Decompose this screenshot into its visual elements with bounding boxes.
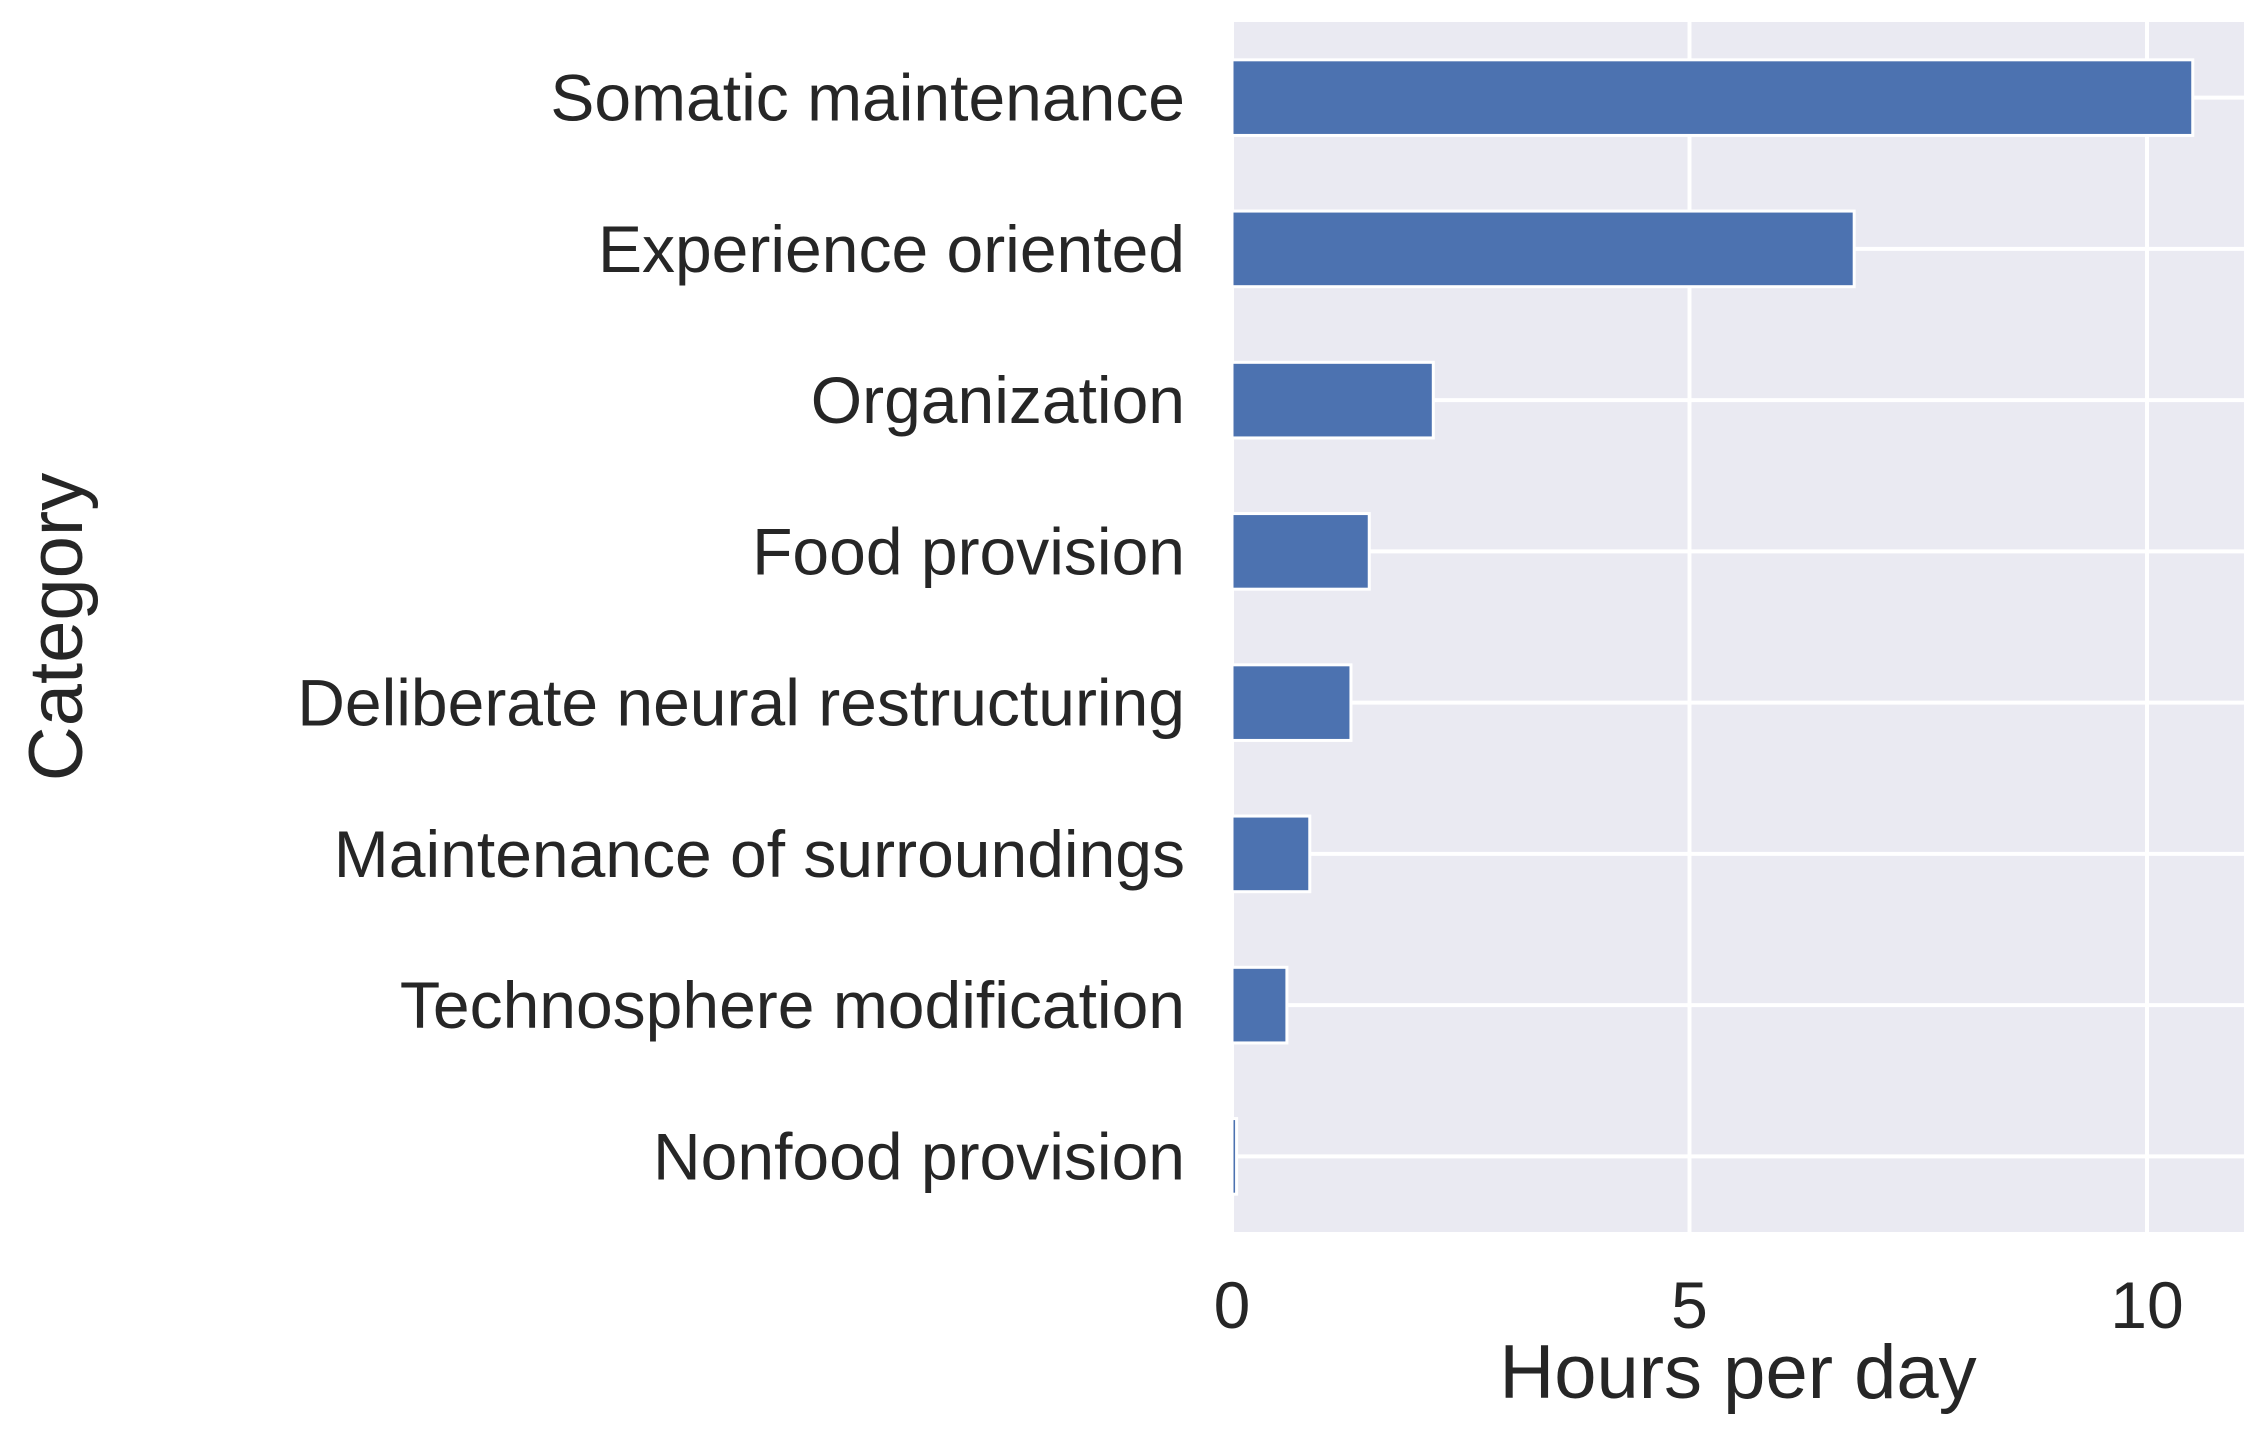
x-tick-label-10: 10	[2110, 1268, 2183, 1342]
category-label-maintenance-of-surroundings: Maintenance of surroundings	[334, 817, 1185, 891]
category-label-nonfood-provision: Nonfood provision	[653, 1119, 1185, 1193]
bar-technosphere-modification	[1230, 965, 1289, 1045]
bar-food-provision	[1230, 512, 1371, 591]
x-tick-labels: 0 5 10	[1214, 1268, 2184, 1342]
x-tick-label-5: 5	[1671, 1268, 1708, 1342]
bar-nonfood-provision	[1230, 1117, 1239, 1196]
x-axis-title: Hours per day	[1499, 1330, 1976, 1415]
bar-maintenance-of-surroundings	[1230, 814, 1312, 894]
category-label-organization: Organization	[811, 363, 1185, 437]
y-axis-title: Category	[14, 473, 99, 781]
bars	[1230, 58, 2195, 1196]
bar-deliberate-neural-restructuring	[1230, 663, 1353, 742]
bar-experience-oriented	[1230, 209, 1856, 289]
category-label-food-provision: Food provision	[752, 514, 1185, 588]
category-label-deliberate-neural-restructuring: Deliberate neural restructuring	[297, 666, 1185, 740]
bar-somatic-maintenance	[1230, 58, 2195, 137]
category-labels: Somatic maintenance Experience oriented Or…	[297, 61, 1185, 1194]
category-label-technosphere-modification: Technosphere modification	[400, 968, 1185, 1042]
bar-organization	[1230, 360, 1435, 440]
category-label-experience-oriented: Experience oriented	[598, 212, 1185, 286]
x-tick-label-0: 0	[1214, 1268, 1251, 1342]
category-label-somatic-maintenance: Somatic maintenance	[550, 61, 1185, 135]
plot-area	[1232, 22, 2244, 1232]
